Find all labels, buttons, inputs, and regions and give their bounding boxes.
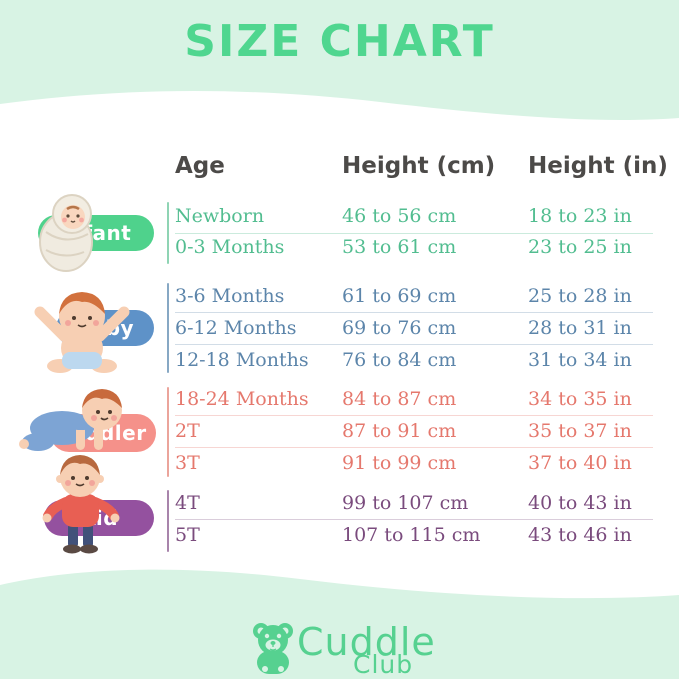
- teddy-bear-icon: [253, 623, 293, 674]
- height-cm-cell: 69 to 76 cm: [342, 317, 457, 339]
- row-separator: [175, 233, 653, 234]
- page-title: SIZE CHART: [184, 16, 495, 67]
- row-separator: [175, 415, 653, 416]
- age-cell: 12-18 Months: [175, 349, 309, 371]
- age-cell: 5T: [175, 524, 200, 546]
- height-cm-cell: 61 to 69 cm: [342, 285, 457, 307]
- height-cm-cell: 84 to 87 cm: [342, 388, 457, 410]
- age-cell: 3-6 Months: [175, 285, 285, 307]
- column-header-height-cm: Height (cm): [342, 153, 496, 179]
- infant-group-divider: [167, 202, 169, 264]
- age-cell: 4T: [175, 492, 200, 514]
- crawling-toddler-illustration: [19, 389, 122, 451]
- height-in-cell: 34 to 35 in: [528, 388, 632, 410]
- bottom-wave-decoration: [0, 569, 679, 679]
- height-in-cell: 35 to 37 in: [528, 420, 632, 442]
- table-row: 12-18 Months 76 to 84 cm 31 to 34 in: [175, 345, 665, 375]
- height-in-cell: 43 to 46 in: [528, 524, 632, 546]
- table-row: 5T 107 to 115 cm 43 to 46 in: [175, 520, 665, 550]
- top-wave-decoration: [0, 0, 679, 121]
- height-in-cell: 23 to 25 in: [528, 236, 632, 258]
- height-in-cell: 40 to 43 in: [528, 492, 632, 514]
- brand-name-primary: Cuddle: [297, 620, 436, 664]
- standing-kid-illustration: [42, 455, 120, 554]
- height-cm-cell: 53 to 61 cm: [342, 236, 457, 258]
- height-in-cell: 37 to 40 in: [528, 452, 632, 474]
- swaddled-infant-illustration: [39, 194, 93, 272]
- age-cell: Newborn: [175, 205, 265, 227]
- row-separator: [175, 312, 653, 313]
- row-separator: [175, 447, 653, 448]
- row-separator: [175, 344, 653, 345]
- height-in-cell: 28 to 31 in: [528, 317, 632, 339]
- table-row: 4T 99 to 107 cm 40 to 43 in: [175, 488, 665, 518]
- height-in-cell: 25 to 28 in: [528, 285, 632, 307]
- column-header-height-in: Height (in): [528, 153, 668, 179]
- table-row: 6-12 Months 69 to 76 cm 28 to 31 in: [175, 313, 665, 343]
- age-cell: 18-24 Months: [175, 388, 309, 410]
- row-separator: [175, 519, 653, 520]
- age-cell: 0-3 Months: [175, 236, 285, 258]
- kid-group-divider: [167, 490, 169, 552]
- table-row: Newborn 46 to 56 cm 18 to 23 in: [175, 201, 665, 231]
- table-row: 18-24 Months 84 to 87 cm 34 to 35 in: [175, 384, 665, 414]
- brand-name-secondary: Club: [353, 650, 414, 679]
- height-cm-cell: 87 to 91 cm: [342, 420, 457, 442]
- toddler-group-divider: [167, 387, 169, 477]
- height-in-cell: 31 to 34 in: [528, 349, 632, 371]
- age-cell: 6-12 Months: [175, 317, 297, 339]
- height-cm-cell: 107 to 115 cm: [342, 524, 481, 546]
- sitting-baby-illustration: [34, 292, 130, 373]
- height-cm-cell: 99 to 107 cm: [342, 492, 469, 514]
- table-row: 2T 87 to 91 cm 35 to 37 in: [175, 416, 665, 446]
- baby-group-divider: [167, 283, 169, 373]
- age-cell: 2T: [175, 420, 200, 442]
- age-cell: 3T: [175, 452, 200, 474]
- table-row: 3T 91 to 99 cm 37 to 40 in: [175, 448, 665, 478]
- table-row: 0-3 Months 53 to 61 cm 23 to 25 in: [175, 232, 665, 262]
- height-in-cell: 18 to 23 in: [528, 205, 632, 227]
- height-cm-cell: 46 to 56 cm: [342, 205, 457, 227]
- column-header-age: Age: [175, 153, 225, 179]
- height-cm-cell: 76 to 84 cm: [342, 349, 457, 371]
- height-cm-cell: 91 to 99 cm: [342, 452, 457, 474]
- table-header-row: Age Height (cm) Height (in): [175, 151, 668, 181]
- table-row: 3-6 Months 61 to 69 cm 25 to 28 in: [175, 281, 665, 311]
